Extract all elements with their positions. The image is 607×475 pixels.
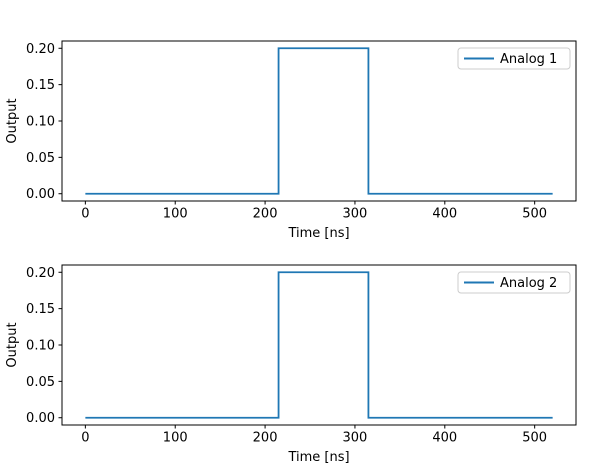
y-axis-label-2: Output xyxy=(5,322,20,367)
x-tick-label: 500 xyxy=(522,207,547,222)
series-line xyxy=(85,47,553,195)
x-tick-label: 0 xyxy=(81,207,89,222)
legend-1: Analog 1 xyxy=(457,47,571,70)
x-tick-label: 300 xyxy=(343,431,368,446)
legend-box xyxy=(457,271,571,294)
y-tick-label: 0.20 xyxy=(26,42,55,57)
x-axis-label-2: Time [ns] xyxy=(287,450,349,465)
x-axis-label-1: Time [ns] xyxy=(287,226,349,241)
y-tick-label: 0.05 xyxy=(26,375,55,390)
subplot-2: 0 100 200 300 400 500 0.00 0.05 0.10 0.15 0.20 Tim… xyxy=(5,264,577,465)
legend-label: Analog 2 xyxy=(500,276,557,291)
x-tick-label: 0 xyxy=(81,431,89,446)
y-tick-label: 0.15 xyxy=(26,302,55,317)
x-tick-label: 400 xyxy=(432,207,457,222)
y-tick-label: 0.10 xyxy=(26,339,55,354)
x-tick-label: 400 xyxy=(432,431,457,446)
subplot-1: 0 100 200 300 400 500 0.00 0.05 0.10 0.15 0.20 Tim… xyxy=(5,40,577,241)
x-tick-label: 200 xyxy=(253,207,278,222)
plot-area-2: 0 100 200 300 400 500 0.00 0.05 0.10 0.15 0.20 xyxy=(26,264,577,446)
plot-area-1: 0 100 200 300 400 500 0.00 0.05 0.10 0.15 0.20 xyxy=(26,40,577,222)
x-tick-label: 100 xyxy=(163,207,188,222)
legend-box xyxy=(457,47,571,70)
legend-label: Analog 1 xyxy=(500,52,557,67)
legend-2: Analog 2 xyxy=(457,271,571,294)
y-axis-label-1: Output xyxy=(5,98,20,143)
y-tick-label: 0.00 xyxy=(26,187,55,202)
x-tick-label: 100 xyxy=(163,431,188,446)
x-tick-label: 500 xyxy=(522,431,547,446)
y-tick-label: 0.15 xyxy=(26,78,55,93)
series-line xyxy=(85,271,553,419)
x-tick-label: 300 xyxy=(343,207,368,222)
y-tick-label: 0.10 xyxy=(26,115,55,130)
y-tick-label: 0.05 xyxy=(26,151,55,166)
x-tick-label: 200 xyxy=(253,431,278,446)
y-tick-label: 0.20 xyxy=(26,266,55,281)
y-tick-label: 0.00 xyxy=(26,411,55,426)
